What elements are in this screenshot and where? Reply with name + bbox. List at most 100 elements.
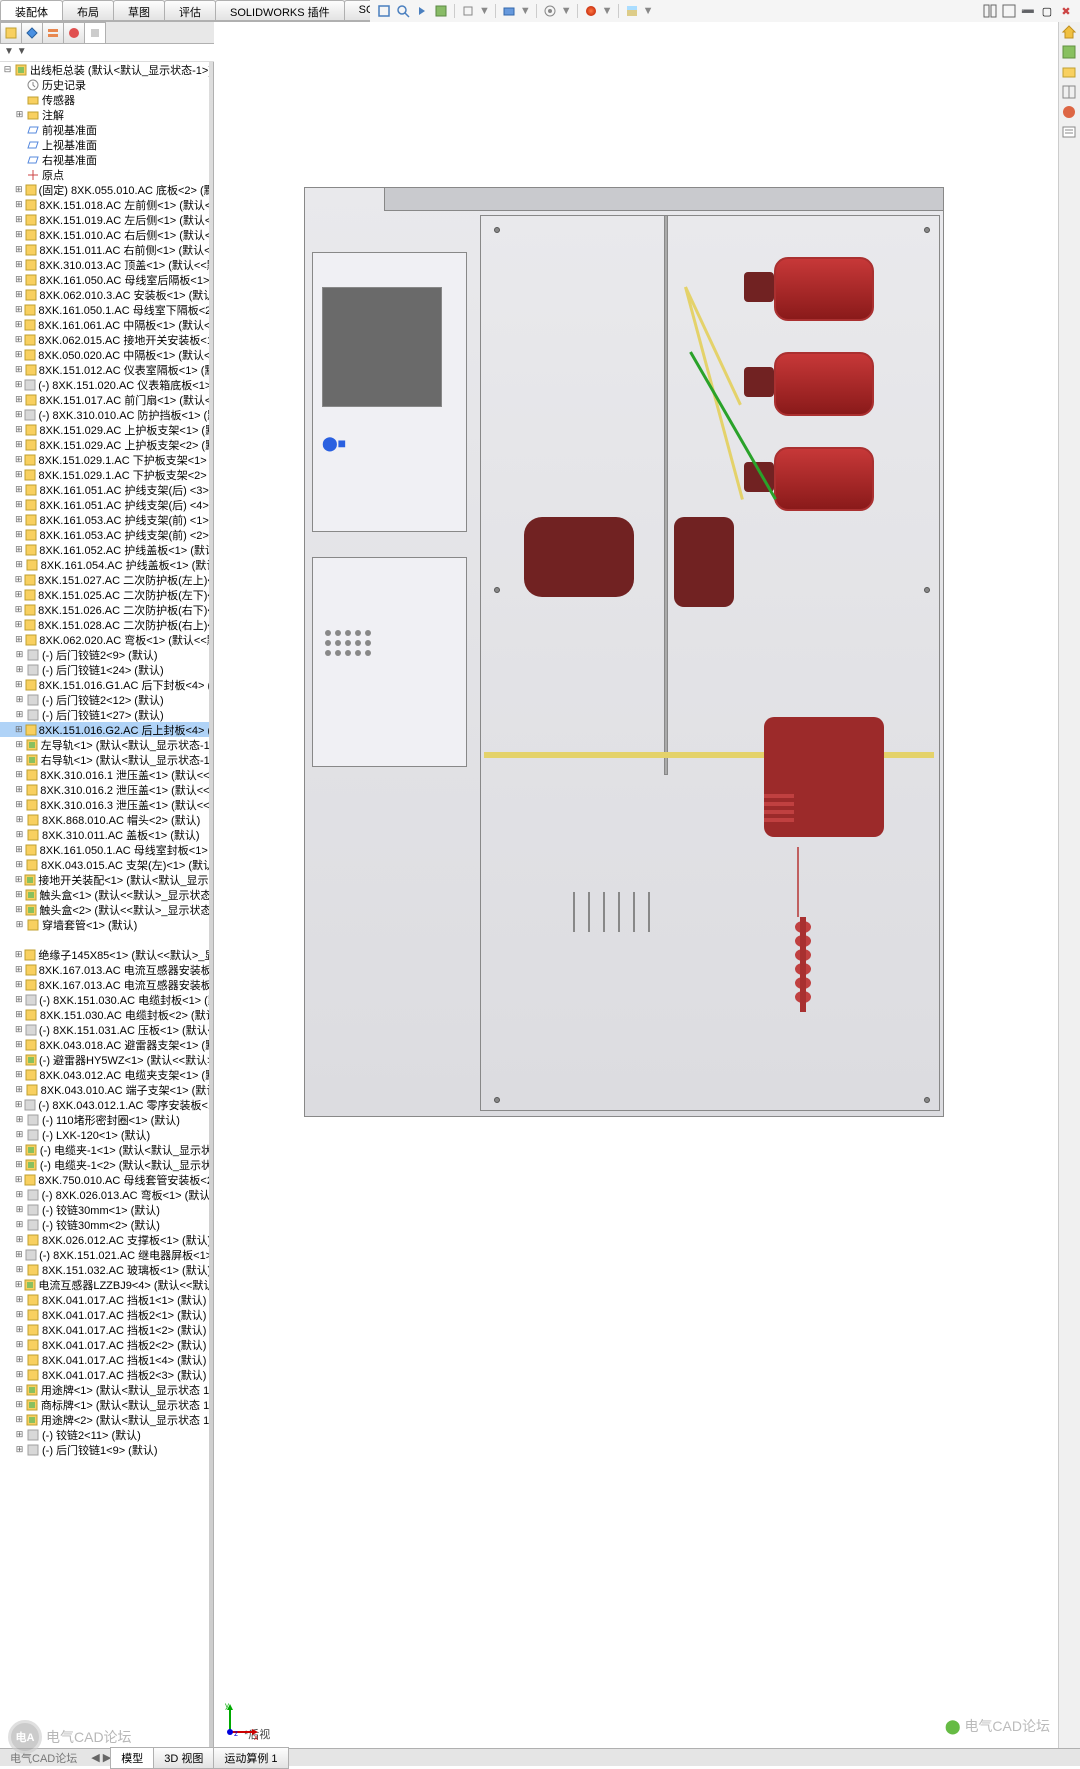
tree-expand-icon[interactable]: ⊞ (14, 469, 23, 480)
tree-expand-icon[interactable]: ⊞ (14, 709, 25, 720)
menu-tab-2[interactable]: 草图 (113, 0, 165, 21)
tree-item[interactable]: ⊞(-) 避雷器HY5WZ<1> (默认<<默认>_显) (0, 1052, 213, 1067)
tree-expand-icon[interactable]: ⊞ (14, 739, 24, 750)
tree-expand-icon[interactable]: ⊞ (14, 1429, 25, 1440)
tree-item[interactable]: ⊞8XK.161.051.AC 护线支架(后) <4> (默) (0, 497, 213, 512)
tree-item[interactable]: ⊞8XK.161.053.AC 护线支架(前) <2> (默) (0, 527, 213, 542)
config-manager-tab[interactable] (42, 22, 64, 44)
tree-item[interactable]: ⊞8XK.151.019.AC 左后侧<1> (默认<<默) (0, 212, 213, 227)
view-orient-icon[interactable] (460, 3, 476, 19)
tree-expand-icon[interactable]: ⊞ (14, 1054, 24, 1065)
tree-expand-icon[interactable]: ⊞ (14, 874, 23, 885)
tree-expand-icon[interactable]: ⊞ (14, 514, 24, 525)
tree-expand-icon[interactable]: ⊞ (14, 1189, 25, 1200)
tree-expand-icon[interactable] (14, 169, 25, 180)
tree-expand-icon[interactable]: ⊞ (14, 1024, 24, 1035)
tree-expand-icon[interactable]: ⊞ (14, 1414, 24, 1425)
tree-item[interactable]: ⊞8XK.151.028.AC 二次防护板(右上)<1> (默) (0, 617, 213, 632)
tree-item[interactable]: ⊞(-) 铰链30mm<2> (默认) (0, 1217, 213, 1232)
tree-expand-icon[interactable]: ⊞ (14, 1339, 25, 1350)
scene-icon[interactable] (624, 3, 640, 19)
tree-expand-icon[interactable]: ⊞ (14, 1174, 23, 1185)
tree-item[interactable]: ⊞(-) 110堵形密封圈<1> (默认) (0, 1112, 213, 1127)
tree-expand-icon[interactable]: ⊞ (14, 664, 25, 675)
menu-tab-0[interactable]: 装配体 (0, 0, 63, 21)
bottom-tab-1[interactable]: 3D 视图 (153, 1747, 214, 1769)
tree-expand-icon[interactable] (2, 934, 13, 945)
tree-expand-icon[interactable] (14, 79, 25, 90)
tree-item[interactable]: ⊞右导轨<1> (默认<默认_显示状态-1>) (0, 752, 213, 767)
tree-expand-icon[interactable]: ⊞ (14, 994, 24, 1005)
tree-item[interactable]: ⊞触头盒<2> (默认<<默认>_显示状态 1>) (0, 902, 213, 917)
tree-item[interactable]: 前视基准面 (0, 122, 213, 137)
tree-item[interactable]: ⊞(-) 8XK.151.021.AC 继电器屏板<1> (默) (0, 1247, 213, 1262)
tree-item[interactable]: ⊞8XK.151.012.AC 仪表室隔板<1> (默认<) (0, 362, 213, 377)
tree-item[interactable]: ⊞接地开关装配<1> (默认<默认_显示状态-1) (0, 872, 213, 887)
tree-item[interactable]: ⊞8XK.161.052.AC 护线盖板<1> (默认<<) (0, 542, 213, 557)
tree-expand-icon[interactable]: ⊞ (14, 184, 23, 195)
triad-icon[interactable]: y x z (222, 1700, 262, 1740)
tree-expand-icon[interactable]: ⊟ (2, 64, 13, 75)
view-pal-icon[interactable] (1061, 84, 1079, 102)
tree-expand-icon[interactable]: ⊞ (14, 1444, 25, 1455)
tree-item[interactable]: ⊞8XK.151.016.G1.AC 后下封板<4> (默认) (0, 677, 213, 692)
tree-item[interactable]: ⊞8XK.043.010.AC 端子支架<1> (默认) (0, 1082, 213, 1097)
tree-expand-icon[interactable]: ⊞ (14, 364, 24, 375)
zoom-area-icon[interactable] (395, 3, 411, 19)
menu-tab-1[interactable]: 布局 (62, 0, 114, 21)
tree-item[interactable]: ⊞(-) 8XK.043.012.1.AC 零序安装板<1> (默) (0, 1097, 213, 1112)
tree-expand-icon[interactable]: ⊞ (14, 724, 24, 735)
tree-expand-icon[interactable]: ⊞ (14, 919, 25, 930)
viewport-single-icon[interactable] (1001, 3, 1017, 19)
tree-expand-icon[interactable]: ⊞ (14, 1279, 23, 1290)
tree-item[interactable]: ⊞8XK.151.025.AC 二次防护板(左下)<1> (默) (0, 587, 213, 602)
tree-item[interactable]: ⊞8XK.151.029.1.AC 下护板支架<1> (默认) (0, 452, 213, 467)
tree-expand-icon[interactable]: ⊞ (14, 274, 24, 285)
tree-expand-icon[interactable]: ⊞ (14, 1249, 24, 1260)
tree-scrollbar[interactable] (209, 62, 213, 1748)
explorer-icon[interactable] (1061, 64, 1079, 82)
tree-item[interactable]: ⊞8XK.151.010.AC 右后侧<1> (默认<<默) (0, 227, 213, 242)
tree-expand-icon[interactable]: ⊞ (14, 544, 24, 555)
tree-expand-icon[interactable]: ⊞ (14, 814, 25, 825)
tree-expand-icon[interactable]: ⊞ (14, 964, 24, 975)
tree-item[interactable]: ⊞8XK.151.026.AC 二次防护板(右下)<2> (默) (0, 602, 213, 617)
tree-item[interactable]: ⊞(-) 电缆夹-1<2> (默认<默认_显示状态) (0, 1157, 213, 1172)
tree-expand-icon[interactable]: ⊞ (14, 334, 23, 345)
tree-item[interactable]: ⊞(-) 铰链30mm<1> (默认) (0, 1202, 213, 1217)
home-icon[interactable] (1061, 24, 1079, 42)
tree-expand-icon[interactable]: ⊞ (14, 1009, 24, 1020)
tree-expand-icon[interactable]: ⊞ (14, 409, 23, 420)
tree-expand-icon[interactable]: ⊞ (14, 259, 24, 270)
tree-expand-icon[interactable]: ⊞ (14, 1384, 24, 1395)
tree-expand-icon[interactable]: ⊞ (14, 1099, 23, 1110)
tree-item[interactable]: ⊞8XK.043.015.AC 支架(左)<1> (默认) (0, 857, 213, 872)
tree-expand-icon[interactable]: ⊞ (14, 1219, 25, 1230)
tree-expand-icon[interactable]: ⊞ (14, 784, 24, 795)
tree-item[interactable]: ⊞8XK.151.016.G2.AC 后上封板<4> (默认) (0, 722, 213, 737)
tree-item[interactable]: 上视基准面 (0, 137, 213, 152)
menu-tab-4[interactable]: SOLIDWORKS 插件 (215, 0, 345, 21)
section-icon[interactable] (433, 3, 449, 19)
tree-item[interactable]: ⊞(-) LXK-120<1> (默认) (0, 1127, 213, 1142)
tree-item[interactable]: ⊞8XK.167.013.AC 电流互感器安装板<2> ( (0, 962, 213, 977)
tree-expand-icon[interactable]: ⊞ (14, 904, 24, 915)
tree-expand-icon[interactable]: ⊞ (14, 634, 24, 645)
tree-expand-icon[interactable] (14, 154, 25, 165)
tree-item[interactable]: ⊞(-) 8XK.310.010.AC 防护挡板<1> (默认<) (0, 407, 213, 422)
tree-expand-icon[interactable]: ⊞ (14, 589, 23, 600)
tree-item[interactable]: ⊞8XK.062.020.AC 弯板<1> (默认<<默认) (0, 632, 213, 647)
tree-expand-icon[interactable]: ⊞ (14, 1369, 25, 1380)
tree-expand-icon[interactable]: ⊞ (14, 499, 24, 510)
viewport-3d[interactable]: ⬤■ (214, 22, 1058, 1748)
tree-item[interactable]: ⊞用途牌<1> (默认<默认_显示状态 1>) (0, 1382, 213, 1397)
tree-expand-icon[interactable]: ⊞ (14, 1144, 24, 1155)
tree-expand-icon[interactable]: ⊞ (14, 694, 25, 705)
tree-item[interactable]: ⊞8XK.041.017.AC 挡板1<4> (默认) (0, 1352, 213, 1367)
tree-item[interactable]: ⊞(-) 8XK.026.013.AC 弯板<1> (默认) (0, 1187, 213, 1202)
tree-expand-icon[interactable]: ⊞ (14, 1324, 25, 1335)
tree-item[interactable]: ⊞(-) 铰链2<11> (默认) (0, 1427, 213, 1442)
tree-item[interactable]: ⊞8XK.041.017.AC 挡板1<2> (默认) (0, 1322, 213, 1337)
tree-item[interactable]: ⊞(-) 后门铰链2<9> (默认) (0, 647, 213, 662)
tree-item[interactable]: ⊞8XK.026.012.AC 支撑板<1> (默认) (0, 1232, 213, 1247)
